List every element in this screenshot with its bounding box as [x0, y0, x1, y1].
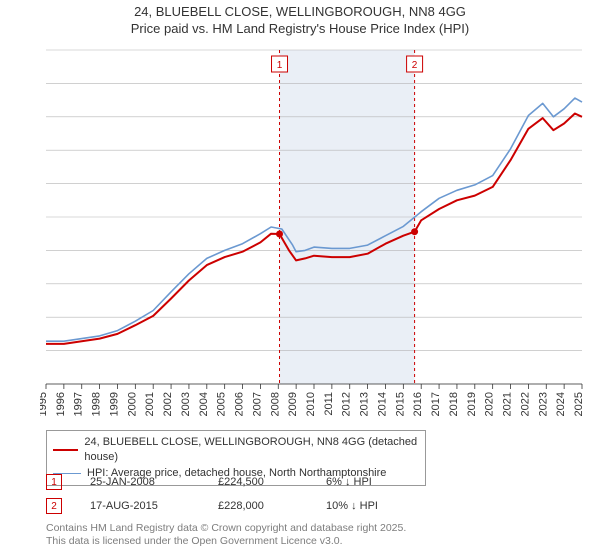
svg-text:1997: 1997: [73, 392, 85, 416]
callout-price-1: £224,500: [218, 476, 298, 488]
legend-label-price-paid: 24, BLUEBELL CLOSE, WELLINGBOROUGH, NN8 …: [84, 435, 419, 466]
svg-text:2002: 2002: [162, 392, 174, 416]
svg-text:2022: 2022: [519, 392, 531, 416]
svg-text:2006: 2006: [234, 392, 246, 416]
svg-text:2009: 2009: [287, 392, 299, 416]
callout-row-1: 1 25-JAN-2008 £224,500 6% ↓ HPI: [46, 472, 426, 492]
svg-text:1995: 1995: [40, 392, 49, 416]
svg-text:2015: 2015: [394, 392, 406, 416]
svg-text:£400K: £400K: [40, 112, 41, 124]
svg-text:2008: 2008: [269, 392, 281, 416]
svg-text:2023: 2023: [537, 392, 549, 416]
svg-text:2021: 2021: [502, 392, 514, 416]
svg-text:2003: 2003: [180, 392, 192, 416]
svg-text:2019: 2019: [466, 392, 478, 416]
svg-text:2000: 2000: [126, 392, 138, 416]
svg-text:2014: 2014: [376, 392, 388, 416]
legend-item-price-paid: 24, BLUEBELL CLOSE, WELLINGBOROUGH, NN8 …: [53, 435, 419, 466]
svg-text:2025: 2025: [573, 392, 585, 416]
svg-text:2004: 2004: [198, 392, 210, 416]
svg-text:2007: 2007: [251, 392, 263, 416]
callout-row-2: 2 17-AUG-2015 £228,000 10% ↓ HPI: [46, 496, 426, 516]
svg-text:£150K: £150K: [40, 279, 41, 291]
legend-swatch-price-paid: [53, 449, 78, 451]
svg-text:£250K: £250K: [40, 212, 41, 224]
callout-table: 1 25-JAN-2008 £224,500 6% ↓ HPI 2 17-AUG…: [46, 472, 426, 520]
chart-svg: £0£50K£100K£150K£200K£250K£300K£350K£400…: [40, 44, 600, 444]
svg-text:£200K: £200K: [40, 245, 41, 257]
svg-text:2018: 2018: [448, 392, 460, 416]
callout-hpi-2: 10% ↓ HPI: [326, 500, 426, 512]
callout-hpi-1: 6% ↓ HPI: [326, 476, 426, 488]
svg-text:2010: 2010: [305, 392, 317, 416]
svg-text:2020: 2020: [484, 392, 496, 416]
callout-date-1: 25-JAN-2008: [90, 476, 190, 488]
callout-id-2: 2: [51, 501, 57, 512]
svg-text:1: 1: [277, 60, 283, 71]
chart-area: £0£50K£100K£150K£200K£250K£300K£350K£400…: [40, 44, 588, 428]
svg-text:£300K: £300K: [40, 179, 41, 191]
svg-text:2012: 2012: [341, 392, 353, 416]
title-block: 24, BLUEBELL CLOSE, WELLINGBOROUGH, NN8 …: [0, 0, 600, 38]
svg-text:2001: 2001: [144, 392, 156, 416]
svg-text:1998: 1998: [91, 392, 103, 416]
svg-text:2: 2: [412, 60, 418, 71]
footer-line-1: Contains HM Land Registry data © Crown c…: [46, 522, 566, 535]
svg-text:£50K: £50K: [40, 346, 41, 358]
svg-text:2024: 2024: [555, 392, 567, 416]
callout-date-2: 17-AUG-2015: [90, 500, 190, 512]
chart-container: 24, BLUEBELL CLOSE, WELLINGBOROUGH, NN8 …: [0, 0, 600, 560]
title-line-1: 24, BLUEBELL CLOSE, WELLINGBOROUGH, NN8 …: [0, 4, 600, 21]
svg-text:£100K: £100K: [40, 312, 41, 324]
callout-id-1: 1: [51, 477, 57, 488]
footer-line-2: This data is licensed under the Open Gov…: [46, 535, 566, 548]
callout-box-2: 2: [46, 498, 62, 514]
svg-text:£500K: £500K: [40, 45, 41, 57]
svg-text:2013: 2013: [359, 392, 371, 416]
callout-box-1: 1: [46, 474, 62, 490]
svg-text:£350K: £350K: [40, 145, 41, 157]
callout-price-2: £228,000: [218, 500, 298, 512]
svg-text:2017: 2017: [430, 392, 442, 416]
svg-text:£450K: £450K: [40, 78, 41, 90]
svg-text:2005: 2005: [216, 392, 228, 416]
title-line-2: Price paid vs. HM Land Registry's House …: [0, 21, 600, 38]
svg-text:2016: 2016: [412, 392, 424, 416]
svg-text:1996: 1996: [55, 392, 67, 416]
svg-text:2011: 2011: [323, 392, 335, 416]
svg-text:1999: 1999: [108, 392, 120, 416]
footer-note: Contains HM Land Registry data © Crown c…: [46, 522, 566, 548]
